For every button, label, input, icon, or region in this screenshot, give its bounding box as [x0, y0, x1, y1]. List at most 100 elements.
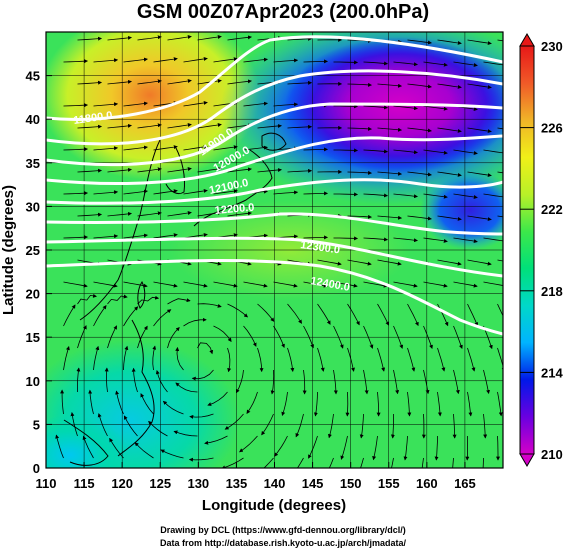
wind-arrow: [227, 303, 249, 318]
colorbar-min-arrow: [519, 453, 535, 467]
wind-arrow: [134, 442, 154, 459]
wind-arrow: [340, 435, 348, 460]
wind-arrow: [55, 434, 64, 459]
wind-arrow: [483, 369, 490, 395]
wind-arrow: [483, 193, 503, 198]
x-tick-label: 130: [187, 476, 209, 491]
wind-arrow: [77, 80, 103, 85]
wind-arrow: [347, 82, 373, 87]
wind-arrow: [197, 342, 214, 355]
wind-arrow: [197, 35, 222, 41]
wind-arrow: [153, 309, 172, 327]
wind-arrow: [257, 303, 275, 322]
wind-arrow: [183, 56, 208, 63]
japan-coast: [193, 149, 273, 227]
wind-arrow: [347, 259, 372, 266]
contour-line: [46, 212, 503, 236]
wind-arrow: [303, 191, 329, 196]
wind-arrow: [393, 325, 404, 349]
wind-arrow: [131, 367, 138, 393]
field-cool-east: [420, 170, 503, 250]
y-axis-ticks: 0 5 10 15 20 25 30 35 40 45: [26, 69, 52, 476]
wind-arrow: [263, 457, 274, 468]
wind-arrow: [467, 171, 492, 178]
wind-arrow: [243, 145, 268, 151]
wind-arrow: [393, 369, 400, 395]
wind-arrow: [123, 415, 138, 437]
wind-arrow: [137, 211, 162, 217]
wind-arrow: [183, 100, 208, 107]
wind-arrow: [77, 325, 87, 349]
wind-arrow: [393, 105, 418, 111]
wind-arrow: [63, 103, 89, 108]
wind-arrow: [407, 127, 432, 133]
wind-arrow: [347, 170, 373, 175]
contour-line: [46, 69, 503, 146]
wind-arrow: [421, 457, 424, 468]
contour-label: 11800.0: [73, 110, 113, 127]
wind-arrow: [453, 237, 478, 244]
wind-arrow: [453, 61, 478, 67]
wind-arrow: [393, 149, 418, 155]
wind-arrow: [197, 303, 222, 308]
wind-arrow: [93, 102, 119, 107]
wind-arrow: [243, 57, 268, 63]
wind-arrow: [273, 58, 299, 63]
wind-arrow: [77, 124, 103, 129]
wind-arrow: [482, 457, 484, 468]
wind-arrow: [437, 171, 462, 177]
wind-arrow: [313, 391, 318, 417]
x-tick-label: 135: [226, 476, 248, 491]
colorbar-ticks: 210 214 218 222 226 230: [520, 39, 563, 462]
figure-title: GSM 00Z07Apr2023 (200.0hPa): [136, 1, 430, 23]
wind-arrow: [63, 59, 89, 64]
wind-arrow: [197, 79, 222, 85]
y-tick-label: 15: [26, 330, 40, 345]
wind-arrow: [183, 188, 208, 195]
x-axis-ticks: 110 115 120 125 130 135 140 145 150 155 160 165: [36, 462, 476, 491]
wind-arrow: [153, 233, 178, 239]
wind-arrow: [452, 457, 454, 468]
wind-arrow: [243, 281, 268, 288]
wind-arrow: [93, 234, 119, 239]
wind-arrow: [317, 347, 325, 372]
wind-arrow: [377, 259, 402, 266]
wind-arrow: [175, 382, 198, 393]
wind-arrow: [467, 259, 492, 266]
wind-arrow: [107, 211, 132, 217]
wind-arrow: [123, 57, 148, 63]
wind-arrow: [377, 171, 403, 176]
wind-arrow: [97, 413, 108, 437]
wind-arrow: [483, 149, 503, 154]
wind-arrow: [423, 325, 433, 350]
wind-arrow: [407, 83, 432, 89]
wind-arrow: [287, 168, 313, 173]
wind-arrow: [173, 430, 198, 437]
wind-arrow: [363, 193, 389, 198]
wind-arrow: [93, 305, 107, 327]
wind-arrow: [183, 144, 208, 151]
wind-arrow: [303, 59, 329, 64]
wind-arrow: [148, 420, 168, 437]
wind-arrow: [137, 79, 162, 85]
wind-arrow: [162, 400, 184, 415]
wind-arrow: [167, 123, 192, 129]
wind-arrow: [328, 457, 334, 468]
wind-arrow: [246, 391, 258, 414]
x-tick-label: 115: [74, 476, 95, 491]
x-tick-label: 160: [416, 476, 438, 491]
wind-arrow: [483, 413, 488, 439]
wind-arrow: [287, 303, 302, 324]
wind-arrow: [227, 167, 252, 173]
wind-arrow: [390, 414, 395, 439]
wind-arrow: [123, 145, 148, 151]
wind-arrow: [377, 215, 403, 220]
wind-arrow: [137, 295, 160, 305]
wind-arrow: [227, 347, 232, 373]
taiwan-coast: [137, 281, 146, 309]
wind-arrow: [437, 39, 462, 45]
wind-arrow: [393, 281, 418, 288]
y-tick-label: 10: [26, 374, 40, 389]
wind-arrow: [207, 391, 228, 406]
